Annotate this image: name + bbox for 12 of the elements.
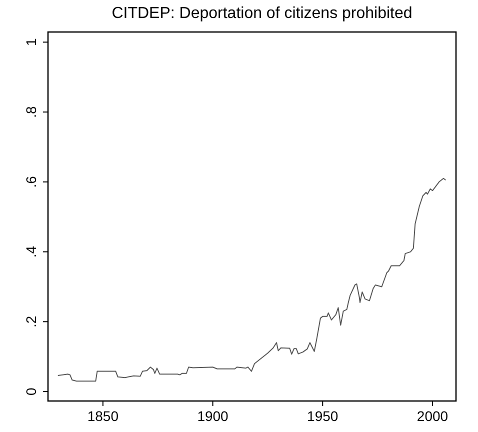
x-tick-label: 1900: [197, 408, 229, 424]
y-tick-label: .6: [23, 176, 39, 188]
x-tick-label: 2000: [416, 408, 448, 424]
y-tick-label: .2: [23, 316, 39, 328]
y-tick-label: 0: [23, 387, 39, 396]
x-tick-label: 1950: [307, 408, 338, 424]
line-series: [57, 178, 446, 382]
y-tick-label: 1: [23, 38, 39, 46]
y-tick-label: .4: [23, 246, 39, 258]
chart-title: CITDEP: Deportation of citizens prohibited: [112, 5, 412, 22]
y-tick-label: .8: [23, 106, 39, 118]
x-tick-label: 1850: [87, 408, 119, 424]
